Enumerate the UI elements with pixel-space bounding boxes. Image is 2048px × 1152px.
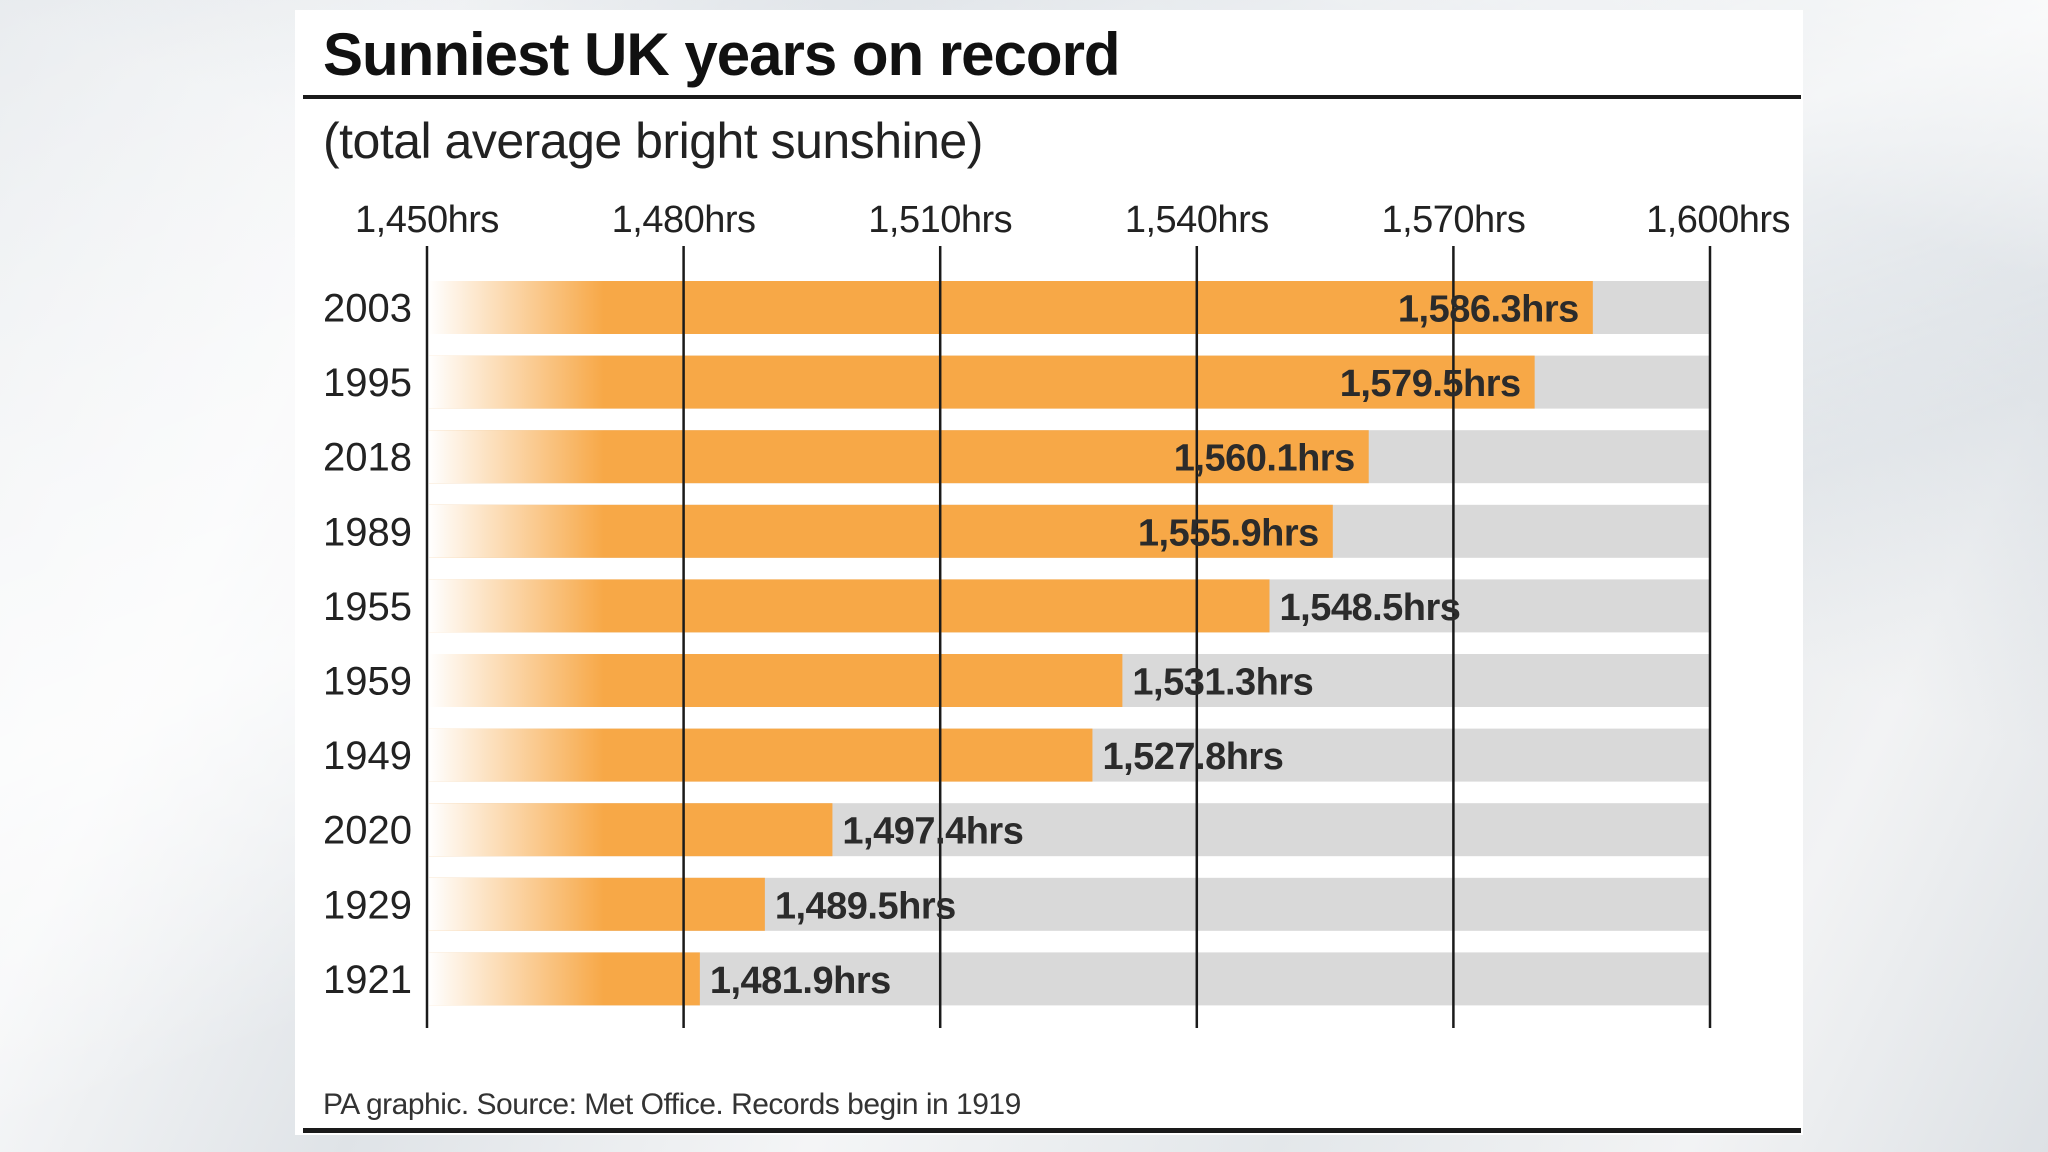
bar-fade xyxy=(429,952,604,1006)
title-divider xyxy=(303,95,1801,99)
value-label: 1,481.9hrs xyxy=(710,960,891,1002)
value-label: 1,527.8hrs xyxy=(1102,736,1283,778)
y-axis-category-labels: 2003 1995 2018 1989 1955 1959 1949 2020 1929 1921 xyxy=(323,287,412,1002)
category-label: 1921 xyxy=(323,958,412,1002)
x-axis-tick-labels: 1,450hrs 1,480hrs 1,510hrs 1,540hrs 1,570hrs… xyxy=(355,199,1790,241)
chart-subtitle: (total average bright sunshine) xyxy=(323,113,983,169)
x-tick-label: 1,510hrs xyxy=(868,199,1012,241)
x-tick-label: 1,600hrs xyxy=(1646,199,1790,241)
category-label: 1955 xyxy=(323,585,412,629)
source-note: PA graphic. Source: Met Office. Records … xyxy=(323,1088,1021,1121)
value-label: 1,531.3hrs xyxy=(1132,662,1313,704)
category-label: 2003 xyxy=(323,287,412,331)
category-label: 2018 xyxy=(323,436,412,480)
category-label: 2020 xyxy=(323,809,412,853)
bar-fade xyxy=(429,877,604,931)
x-tick-label: 1,540hrs xyxy=(1125,199,1269,241)
x-tick-label: 1,450hrs xyxy=(355,199,499,241)
bar-fade xyxy=(429,504,604,558)
value-label: 1,548.5hrs xyxy=(1280,587,1461,629)
value-label: 1,497.4hrs xyxy=(842,811,1023,853)
value-label: 1,560.1hrs xyxy=(1174,438,1355,480)
x-tick-label: 1,480hrs xyxy=(612,199,756,241)
bar-fade xyxy=(429,281,604,334)
bottom-divider xyxy=(303,1128,1801,1133)
x-tick-label: 1,570hrs xyxy=(1381,199,1525,241)
bar-fades xyxy=(429,281,604,1006)
category-label: 1995 xyxy=(323,361,412,405)
infographic-panel: Sunniest UK years on record (total avera… xyxy=(295,10,1803,1135)
category-label: 1989 xyxy=(323,510,412,554)
value-labels: 1,586.3hrs 1,579.5hrs 1,560.1hrs 1,555.9hrs… xyxy=(710,289,1579,1002)
value-label: 1,586.3hrs xyxy=(1398,289,1579,331)
bar-fade xyxy=(429,430,604,484)
bar-fade xyxy=(429,803,604,857)
bar-fade xyxy=(429,579,604,633)
bar-fade xyxy=(429,355,604,409)
bar-fade xyxy=(429,728,604,782)
value-label: 1,579.5hrs xyxy=(1340,363,1521,405)
gridlines xyxy=(425,246,1712,1028)
value-label: 1,489.5hrs xyxy=(775,885,956,927)
category-label: 1949 xyxy=(323,734,412,778)
value-label: 1,555.9hrs xyxy=(1138,512,1319,554)
bar-2003 xyxy=(429,281,1593,334)
category-label: 1929 xyxy=(323,883,412,927)
chart-title: Sunniest UK years on record xyxy=(323,21,1121,88)
bar-chart: 1,450hrs 1,480hrs 1,510hrs 1,540hrs 1,570hrs… xyxy=(323,199,1791,1028)
category-label: 1959 xyxy=(323,660,412,704)
bar-fade xyxy=(429,654,604,707)
bar-1995 xyxy=(429,355,1535,409)
